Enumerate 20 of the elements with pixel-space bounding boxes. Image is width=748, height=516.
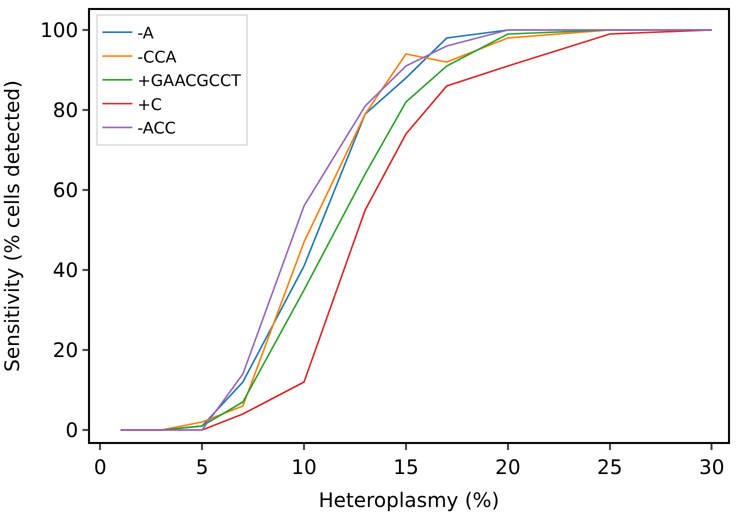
y-tick-label: 60 bbox=[52, 178, 78, 202]
y-axis-title: Sensitivity (% cells detected) bbox=[0, 80, 24, 372]
y-tick-label: 80 bbox=[52, 98, 78, 122]
x-tick-label: 30 bbox=[698, 454, 724, 479]
x-axis-title: Heteroplasmy (%) bbox=[318, 488, 500, 512]
y-tick-label: 20 bbox=[52, 338, 78, 362]
x-tick-label: 20 bbox=[495, 454, 521, 479]
legend-label: +C bbox=[137, 94, 162, 114]
legend-label: -A bbox=[137, 23, 154, 42]
x-tick-label: 15 bbox=[393, 454, 419, 479]
x-tick-label: 10 bbox=[291, 454, 317, 479]
legend-label: -CCA bbox=[137, 47, 176, 66]
y-tick-label: 100 bbox=[40, 18, 78, 42]
y-tick-label: 40 bbox=[52, 258, 78, 282]
legend-label: +GAACGCCT bbox=[137, 71, 242, 90]
legend-label: -ACC bbox=[137, 118, 176, 138]
x-tick-label: 5 bbox=[196, 454, 208, 479]
y-tick-label: 0 bbox=[66, 418, 78, 442]
x-tick-label: 25 bbox=[597, 454, 623, 479]
x-tick-label: 0 bbox=[94, 454, 107, 479]
